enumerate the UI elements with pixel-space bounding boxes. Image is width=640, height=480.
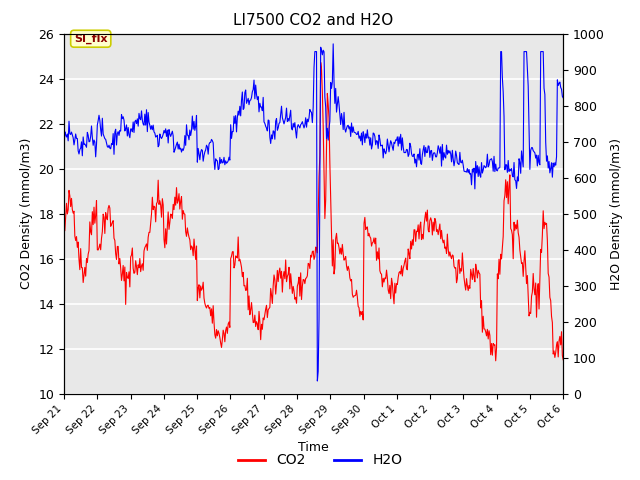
H2O: [189, 113, 196, 119]
CO2: [394, 275, 402, 280]
H2O: [356, 133, 364, 139]
H2O: [330, 41, 337, 47]
Y-axis label: H2O Density (mmol/m3): H2O Density (mmol/m3): [611, 138, 623, 289]
H2O: [60, 148, 68, 154]
H2O: [395, 134, 403, 140]
Line: CO2: CO2: [64, 62, 563, 361]
Title: LI7500 CO2 and H2O: LI7500 CO2 and H2O: [234, 13, 394, 28]
CO2: [317, 60, 324, 65]
Text: SI_flx: SI_flx: [74, 34, 108, 44]
Legend: CO2, H2O: CO2, H2O: [232, 448, 408, 473]
H2O: [148, 127, 156, 132]
CO2: [148, 194, 156, 200]
CO2: [437, 236, 445, 241]
H2O: [559, 95, 567, 101]
CO2: [286, 286, 294, 292]
X-axis label: Time: Time: [298, 442, 329, 455]
CO2: [559, 357, 567, 363]
Line: H2O: H2O: [64, 44, 563, 381]
CO2: [60, 229, 68, 235]
H2O: [314, 378, 321, 384]
H2O: [438, 163, 445, 169]
Y-axis label: CO2 Density (mmol/m3): CO2 Density (mmol/m3): [20, 138, 33, 289]
CO2: [492, 358, 500, 364]
CO2: [355, 305, 363, 311]
CO2: [189, 245, 196, 251]
H2O: [286, 113, 294, 119]
